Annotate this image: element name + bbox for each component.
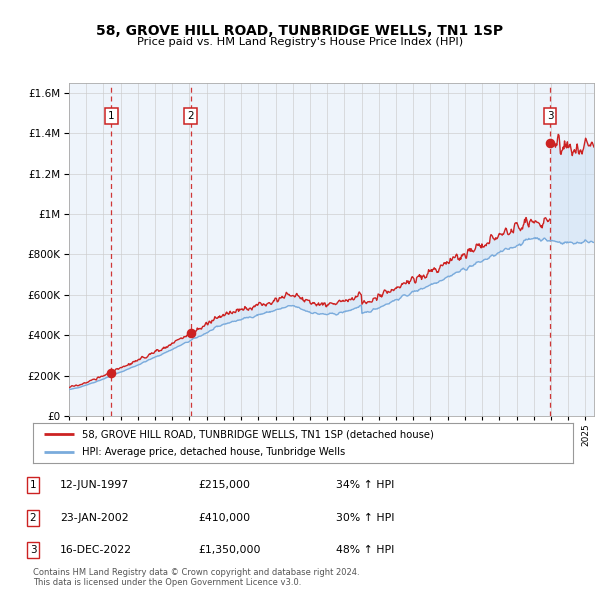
Text: 34% ↑ HPI: 34% ↑ HPI <box>336 480 394 490</box>
Point <box>107 368 116 377</box>
Text: 1: 1 <box>108 111 115 121</box>
Text: £410,000: £410,000 <box>198 513 250 523</box>
Text: 2: 2 <box>29 513 37 523</box>
Point <box>545 139 555 148</box>
Text: 12-JUN-1997: 12-JUN-1997 <box>60 480 129 490</box>
Text: 23-JAN-2002: 23-JAN-2002 <box>60 513 128 523</box>
Text: 48% ↑ HPI: 48% ↑ HPI <box>336 545 394 555</box>
Text: 58, GROVE HILL ROAD, TUNBRIDGE WELLS, TN1 1SP: 58, GROVE HILL ROAD, TUNBRIDGE WELLS, TN… <box>97 24 503 38</box>
Text: 2: 2 <box>187 111 194 121</box>
Text: £1,350,000: £1,350,000 <box>198 545 260 555</box>
Text: 3: 3 <box>29 545 37 555</box>
Text: 3: 3 <box>547 111 554 121</box>
Text: 1: 1 <box>29 480 37 490</box>
Text: Contains HM Land Registry data © Crown copyright and database right 2024.: Contains HM Land Registry data © Crown c… <box>33 568 359 577</box>
Text: £215,000: £215,000 <box>198 480 250 490</box>
Text: Price paid vs. HM Land Registry's House Price Index (HPI): Price paid vs. HM Land Registry's House … <box>137 37 463 47</box>
Text: 30% ↑ HPI: 30% ↑ HPI <box>336 513 395 523</box>
Text: This data is licensed under the Open Government Licence v3.0.: This data is licensed under the Open Gov… <box>33 578 301 587</box>
Text: 58, GROVE HILL ROAD, TUNBRIDGE WELLS, TN1 1SP (detached house): 58, GROVE HILL ROAD, TUNBRIDGE WELLS, TN… <box>82 430 433 440</box>
Text: HPI: Average price, detached house, Tunbridge Wells: HPI: Average price, detached house, Tunb… <box>82 447 345 457</box>
Point <box>186 329 196 338</box>
Text: 16-DEC-2022: 16-DEC-2022 <box>60 545 132 555</box>
